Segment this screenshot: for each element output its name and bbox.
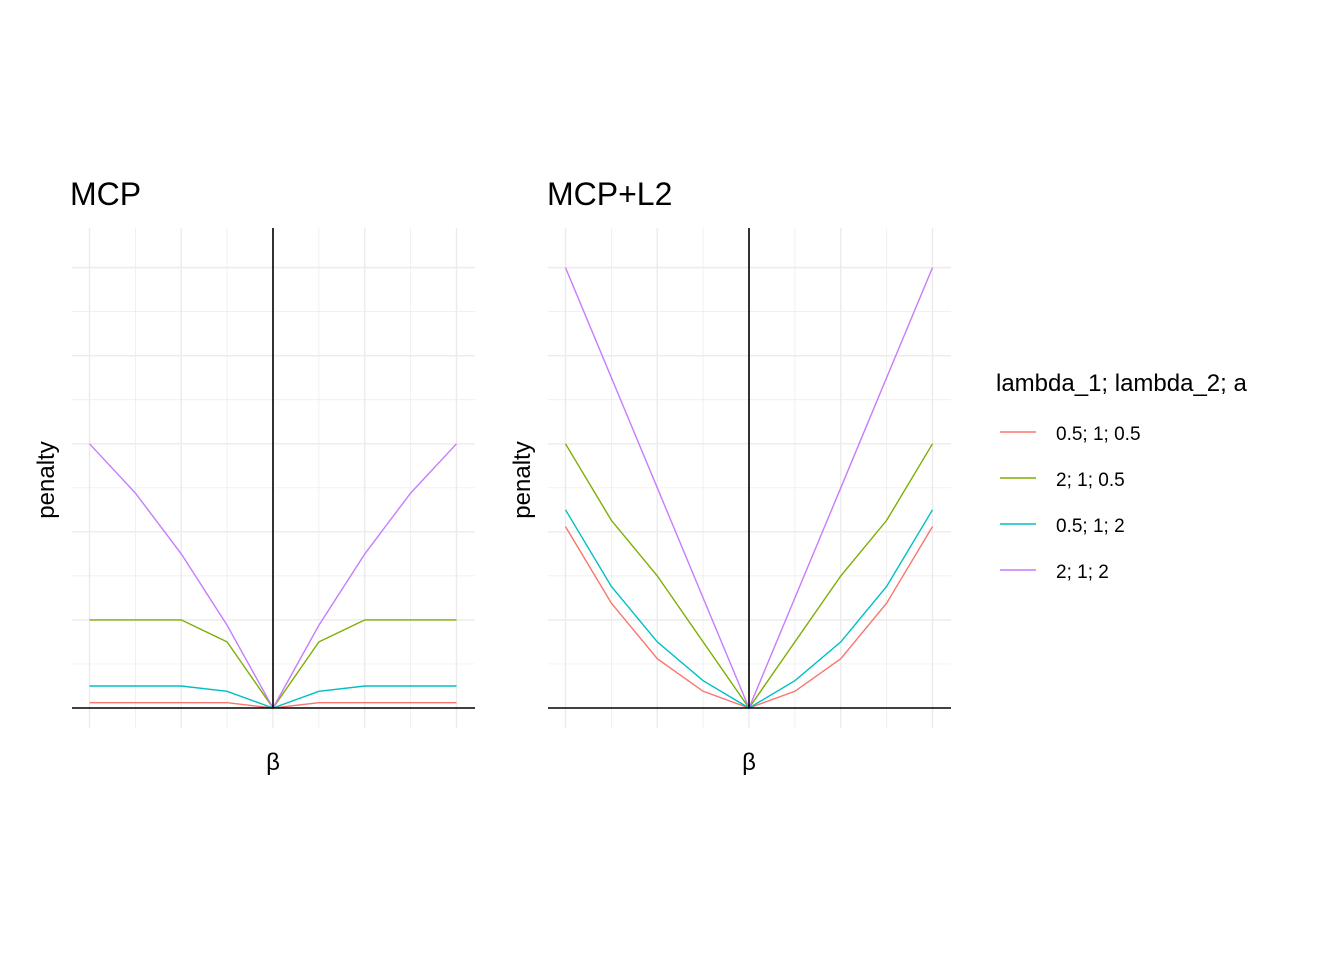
panel-mcp-l2-y-axis-label: penalty: [509, 441, 536, 518]
panel-mcp-y-axis-label: penalty: [33, 441, 60, 518]
panel-mcp: MCP β penalty: [33, 176, 475, 776]
panel-mcp-l2-x-axis-label: β: [742, 749, 756, 776]
legend-title: lambda_1; lambda_2; a: [996, 370, 1247, 397]
panel-mcp-axes: [72, 228, 475, 709]
panel-mcp-l2: MCP+L2 β penalty: [509, 176, 951, 776]
panel-mcp-l2-grid: [548, 228, 951, 728]
panel-mcp-x-axis-label: β: [266, 749, 280, 776]
panel-mcp-title: MCP: [70, 176, 141, 212]
panel-mcp-l2-title: MCP+L2: [547, 176, 672, 212]
legend: lambda_1; lambda_2; a 0.5; 1; 0.5 2; 1; 0…: [996, 370, 1247, 583]
legend-label-1: 2; 1; 0.5: [1056, 470, 1125, 491]
legend-label-3: 2; 1; 2: [1056, 562, 1109, 583]
legend-items: 0.5; 1; 0.5 2; 1; 0.5 0.5; 1; 2 2; 1; 2: [1000, 424, 1141, 583]
legend-label-0: 0.5; 1; 0.5: [1056, 424, 1141, 445]
legend-label-2: 0.5; 1; 2: [1056, 516, 1125, 537]
panel-mcp-l2-axes: [548, 228, 951, 709]
